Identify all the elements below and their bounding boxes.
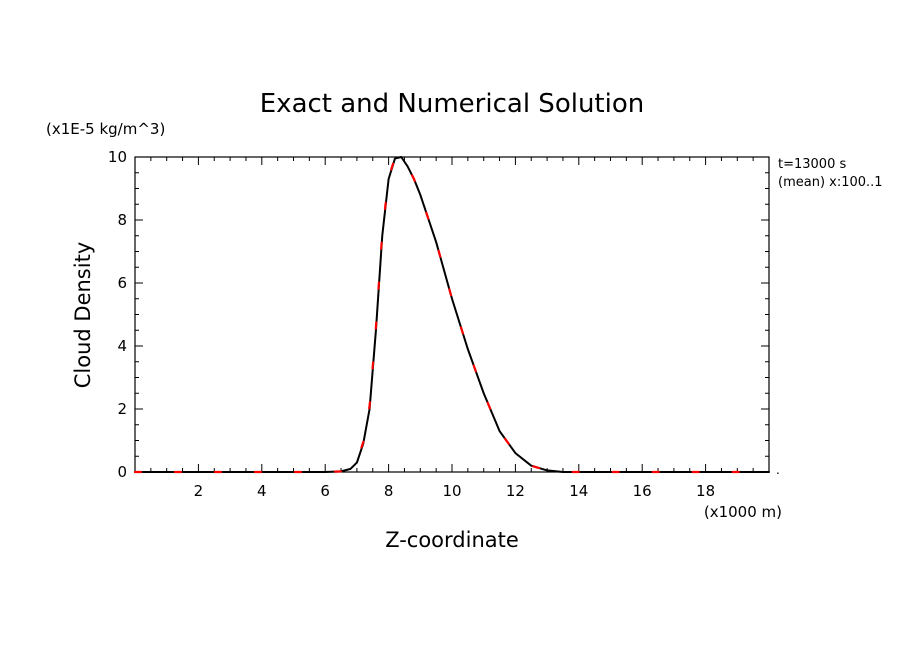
series-line-numerical: [133, 155, 771, 474]
y-tick-label: 2: [117, 400, 127, 418]
y-tick-label: 6: [117, 274, 127, 292]
x-tick-label: 16: [633, 482, 652, 500]
x-tick-label: 18: [696, 482, 715, 500]
x-tick-label: 8: [384, 482, 394, 500]
x-tick-label: 6: [320, 482, 330, 500]
y-unit-label: (x1E-5 kg/m^3): [46, 120, 165, 138]
x-tick-label: 12: [506, 482, 525, 500]
chart-title: Exact and Numerical Solution: [260, 89, 644, 119]
series-group: [133, 155, 771, 474]
x-axis-label: Z-coordinate: [385, 528, 519, 552]
x-tick-label: 10: [442, 482, 461, 500]
y-axis-label: Cloud Density: [71, 242, 95, 389]
series-line-exact: [134, 156, 770, 473]
annotation-mean: (mean) x:100..1: [778, 175, 883, 190]
x-tick-label: 14: [569, 482, 588, 500]
plot-frame: [134, 156, 770, 473]
y-tick-label: 8: [117, 211, 127, 229]
tick-labels: 2 4 6 8 10 12 14 16 18 0 2 4 6 8 10: [108, 148, 715, 500]
y-tick-label: 0: [117, 463, 127, 481]
axis-end-dot: .: [776, 463, 780, 477]
x-tick-label: 4: [257, 482, 267, 500]
x-unit-label: (x1000 m): [704, 503, 782, 521]
y-tick-label: 4: [117, 337, 127, 355]
annotation-time: t=13000 s: [778, 157, 846, 172]
axis-ticks: [135, 157, 769, 472]
x-tick-label: 2: [194, 482, 204, 500]
y-tick-label: 10: [108, 148, 127, 166]
